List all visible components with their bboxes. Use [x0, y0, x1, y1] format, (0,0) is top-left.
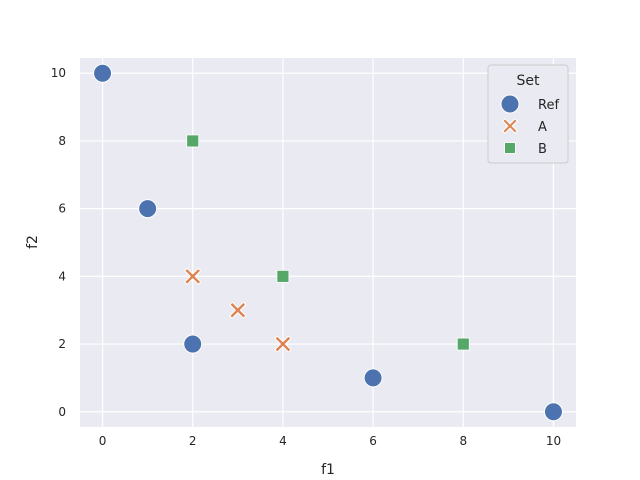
legend-label-ref: Ref: [538, 98, 559, 113]
x-tick-label: 0: [99, 434, 107, 448]
y-tick-label: 4: [58, 269, 66, 283]
x-tick-label: 10: [546, 434, 561, 448]
x-axis-label: f1: [321, 462, 335, 478]
legend-label-a: A: [538, 120, 547, 135]
x-tick-label: 8: [459, 434, 467, 448]
y-tick-label: 8: [58, 134, 66, 148]
tick-labels: 0 2 4 6 8 10 0 2 4 6 8 10: [51, 66, 561, 448]
point-a: [184, 267, 202, 285]
point-b: [186, 134, 200, 148]
y-tick-label: 10: [51, 66, 66, 80]
y-tick-label: 0: [58, 405, 66, 419]
y-tick-label: 2: [58, 337, 66, 351]
point-ref: [543, 402, 563, 422]
legend-marker-a: [502, 118, 518, 134]
legend-marker-ref: [500, 94, 520, 114]
point-ref: [93, 63, 113, 83]
point-a: [229, 301, 247, 319]
x-tick-label: 2: [189, 434, 197, 448]
legend-box: [487, 64, 569, 164]
y-axis-label: f2: [25, 235, 41, 249]
y-tick-label: 6: [58, 202, 66, 216]
point-ref: [363, 368, 383, 388]
legend-items: Ref AB: [500, 94, 559, 157]
point-b: [276, 269, 290, 283]
point-ref: [183, 334, 203, 354]
point-a: [274, 335, 292, 353]
x-tick-label: 4: [279, 434, 287, 448]
legend-title: Set: [517, 73, 541, 89]
legend-label-b: B: [538, 142, 547, 157]
x-tick-label: 6: [369, 434, 377, 448]
legend: Set Ref AB: [487, 64, 569, 164]
legend-marker-b: [504, 142, 516, 154]
data-points: [93, 63, 563, 422]
point-ref: [138, 199, 158, 219]
point-b: [456, 337, 470, 351]
